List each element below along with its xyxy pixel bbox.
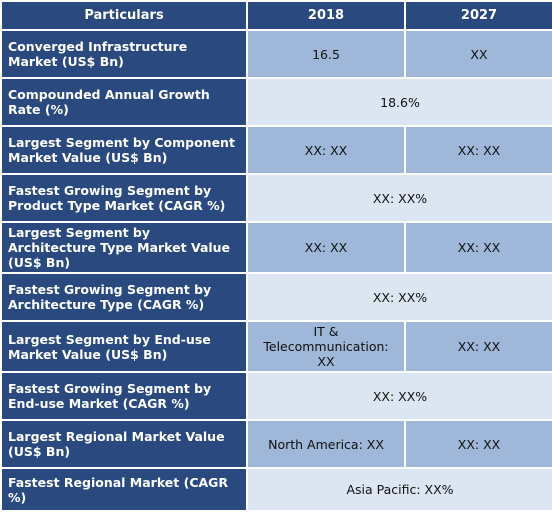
cell-merged: XX: XX% <box>246 272 552 322</box>
cell-2018: 16.5 <box>246 29 406 79</box>
row-label: Largest Segment by Architecture Type Mar… <box>0 221 248 274</box>
cell-merged: Asia Pacific: XX% <box>246 467 552 512</box>
row-label: Compounded Annual Growth Rate (%) <box>0 77 248 127</box>
cell-2027: XX: XX <box>404 320 552 373</box>
cell-2027: XX: XX <box>404 221 552 274</box>
row-label: Largest Regional Market Value (US$ Bn) <box>0 419 248 469</box>
cell-merged: XX: XX% <box>246 173 552 223</box>
header-2027: 2027 <box>404 0 552 31</box>
cell-merged: 18.6% <box>246 77 552 127</box>
cell-2027: XX <box>404 29 552 79</box>
row-label: Fastest Regional Market (CAGR %) <box>0 467 248 512</box>
table-row: Compounded Annual Growth Rate (%) 18.6% <box>0 77 552 127</box>
table-row: Largest Regional Market Value (US$ Bn) N… <box>0 419 552 469</box>
table-row: Fastest Growing Segment by End-use Marke… <box>0 371 552 421</box>
cell-merged: XX: XX% <box>246 371 552 421</box>
table-row: Fastest Growing Segment by Product Type … <box>0 173 552 223</box>
cell-2027: XX: XX <box>404 125 552 175</box>
table-row: Largest Segment by End-use Market Value … <box>0 320 552 373</box>
cell-2027: XX: XX <box>404 419 552 469</box>
cell-2018: North America: XX <box>246 419 406 469</box>
cell-2018: XX: XX <box>246 221 406 274</box>
table-row: Fastest Regional Market (CAGR %) Asia Pa… <box>0 467 552 512</box>
table-row: Largest Segment by Component Market Valu… <box>0 125 552 175</box>
row-label: Fastest Growing Segment by Architecture … <box>0 272 248 322</box>
header-2018: 2018 <box>246 0 406 31</box>
row-label: Largest Segment by End-use Market Value … <box>0 320 248 373</box>
cell-2018: XX: XX <box>246 125 406 175</box>
row-label: Fastest Growing Segment by End-use Marke… <box>0 371 248 421</box>
header-row: Particulars 2018 2027 <box>0 0 552 31</box>
table-row: Converged Infrastructure Market (US$ Bn)… <box>0 29 552 79</box>
cell-2018: IT & Telecommunication: XX <box>246 320 406 373</box>
table-row: Largest Segment by Architecture Type Mar… <box>0 221 552 274</box>
row-label: Converged Infrastructure Market (US$ Bn) <box>0 29 248 79</box>
row-label: Fastest Growing Segment by Product Type … <box>0 173 248 223</box>
row-label: Largest Segment by Component Market Valu… <box>0 125 248 175</box>
table-row: Fastest Growing Segment by Architecture … <box>0 272 552 322</box>
header-particulars: Particulars <box>0 0 248 31</box>
